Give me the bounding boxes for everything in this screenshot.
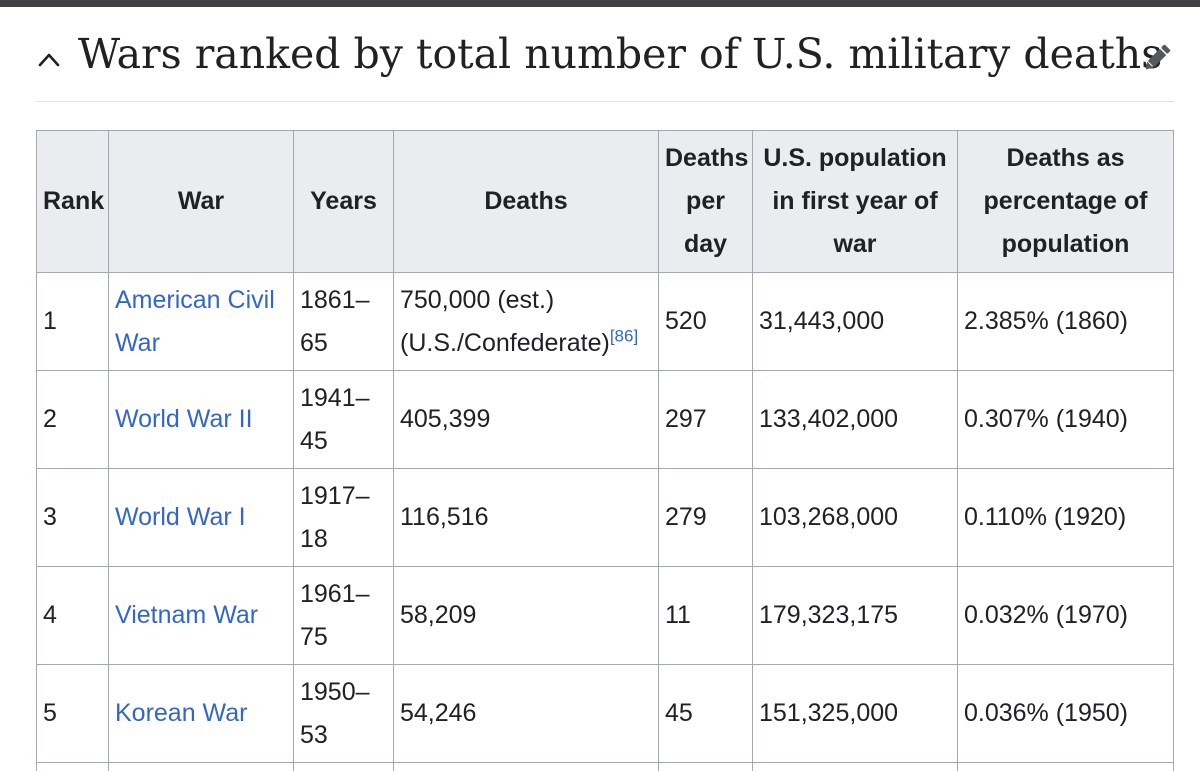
cell-empty [108,762,294,771]
cell-years: 1917–18 [293,468,394,567]
wars-table: Rank War Years Deaths Deaths per day U.S… [36,130,1174,771]
cell-deaths-per-day: 297 [658,370,753,469]
column-header-war[interactable]: War [108,130,294,273]
column-header-rank[interactable]: Rank [36,130,109,273]
cell-war: American Civil War [108,272,294,371]
cell-deaths-per-day: 45 [658,664,753,763]
cell-rank: 5 [36,664,109,763]
pencil-icon[interactable] [1140,41,1174,75]
cell-empty [293,762,394,771]
cell-percentage: 0.032% (1970) [957,566,1174,665]
cell-deaths-per-day: 279 [658,468,753,567]
cell-deaths: 54,246 [393,664,659,763]
cell-empty [752,762,958,771]
cell-empty [36,762,109,771]
column-header-deaths-percentage[interactable]: Deaths as percentage of population [957,130,1174,273]
column-header-deaths[interactable]: Deaths [393,130,659,273]
cell-population: 151,325,000 [752,664,958,763]
table-row-partial [36,762,1174,771]
column-header-years[interactable]: Years [293,130,394,273]
section-header: Wars ranked by total number of U.S. mili… [36,26,1174,102]
cell-population: 31,443,000 [752,272,958,371]
section-title: Wars ranked by total number of U.S. mili… [78,30,1163,78]
war-link[interactable]: Korean War [115,699,248,727]
cell-war: Korean War [108,664,294,763]
cell-deaths: 405,399 [393,370,659,469]
war-link[interactable]: World War I [115,503,246,531]
cell-empty [393,762,659,771]
deaths-value: 750,000 (est.) (U.S./Confederate) [400,285,610,357]
war-link[interactable]: American Civil War [115,285,275,357]
war-link[interactable]: World War II [115,405,253,433]
cell-years: 1950–53 [293,664,394,763]
cell-rank: 4 [36,566,109,665]
table-container: Rank War Years Deaths Deaths per day U.S… [36,130,1174,771]
cell-percentage: 0.110% (1920) [957,468,1174,567]
top-bar [0,0,1200,7]
war-link[interactable]: Vietnam War [115,601,259,629]
cell-deaths-per-day: 520 [658,272,753,371]
cell-population: 103,268,000 [752,468,958,567]
cell-population: 179,323,175 [752,566,958,665]
cell-deaths: 750,000 (est.) (U.S./Confederate)[86] [393,272,659,371]
table-row: 5 Korean War 1950–53 54,246 45 151,325,0… [36,664,1174,763]
cell-war: World War I [108,468,294,567]
cell-deaths-per-day: 11 [658,566,753,665]
table-row: 3 World War I 1917–18 116,516 279 103,26… [36,468,1174,567]
table-header-row: Rank War Years Deaths Deaths per day U.S… [36,130,1174,273]
column-header-us-population[interactable]: U.S. population in first year of war [752,130,958,273]
cell-rank: 2 [36,370,109,469]
table-row: 1 American Civil War 1861–65 750,000 (es… [36,272,1174,371]
table-row: 2 World War II 1941–45 405,399 297 133,4… [36,370,1174,469]
chevron-up-icon[interactable] [36,46,62,72]
cell-percentage: 2.385% (1860) [957,272,1174,371]
cell-rank: 1 [36,272,109,371]
table-row: 4 Vietnam War 1961–75 58,209 11 179,323,… [36,566,1174,665]
cell-empty [658,762,753,771]
cell-percentage: 0.307% (1940) [957,370,1174,469]
cell-war: World War II [108,370,294,469]
cell-war: Vietnam War [108,566,294,665]
citation-link[interactable]: [86] [609,326,639,346]
cell-deaths: 58,209 [393,566,659,665]
cell-years: 1861–65 [293,272,394,371]
cell-years: 1961–75 [293,566,394,665]
cell-rank: 3 [36,468,109,567]
cell-population: 133,402,000 [752,370,958,469]
cell-years: 1941–45 [293,370,394,469]
column-header-deaths-per-day[interactable]: Deaths per day [658,130,753,273]
cell-empty [957,762,1174,771]
cell-deaths: 116,516 [393,468,659,567]
cell-percentage: 0.036% (1950) [957,664,1174,763]
